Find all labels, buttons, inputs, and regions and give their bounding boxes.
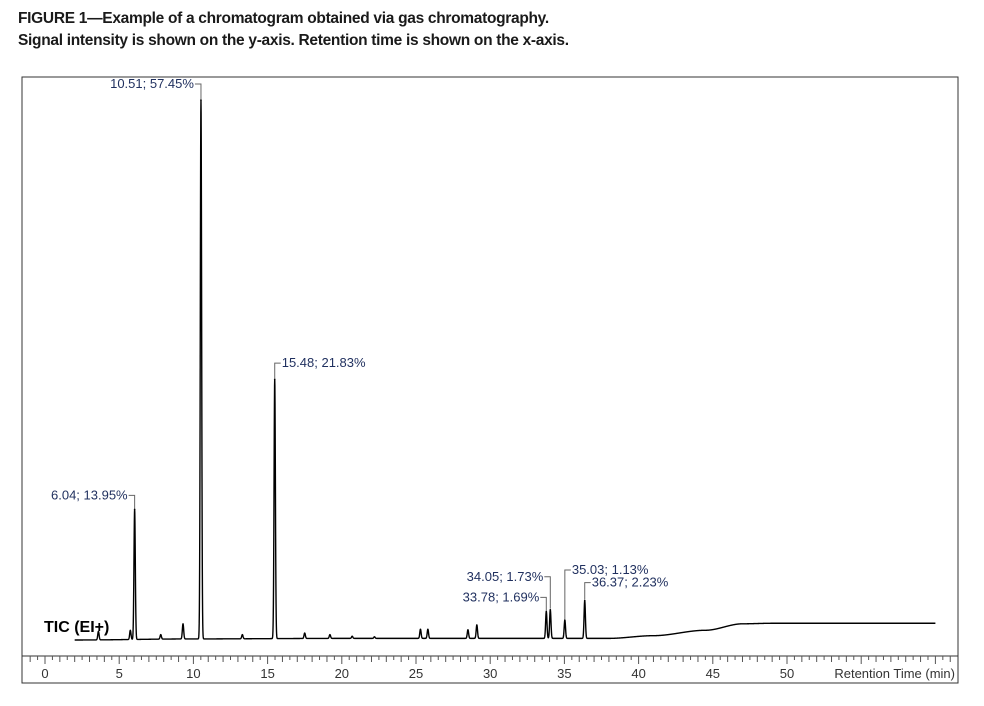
figure-subtitle: Signal intensity is shown on the y-axis.… <box>18 32 569 49</box>
peak-apex <box>200 99 202 101</box>
x-tick-label: 15 <box>260 666 274 681</box>
peak-label: 35.03; 1.13% <box>572 562 649 577</box>
x-axis-ticks <box>29 656 951 664</box>
figure-title: FIGURE 1—Example of a chromatogram obtai… <box>18 10 549 27</box>
peak-label: 15.48; 21.83% <box>282 355 366 370</box>
x-tick-label: 20 <box>335 666 349 681</box>
peak-leader <box>194 83 202 99</box>
figure-caption: FIGURE 1—Example of a chromatogram obtai… <box>18 8 968 52</box>
x-tick-label: 25 <box>409 666 423 681</box>
peak-label: 33.78; 1.69% <box>463 589 540 604</box>
x-tick-label: 50 <box>780 666 794 681</box>
trace-label: TIC (EI+) <box>44 619 109 636</box>
peak-label: 6.04; 13.95% <box>51 487 128 502</box>
x-tick-label: 10 <box>186 666 200 681</box>
x-tick-label: 45 <box>706 666 720 681</box>
peak-markers <box>133 99 586 621</box>
x-tick-label: 5 <box>116 666 123 681</box>
peak-apex <box>583 599 586 602</box>
peak-apex <box>273 378 276 380</box>
x-tick-label: 35 <box>557 666 571 681</box>
peak-labels: 6.04; 13.95% 10.51; 57.45% 15.48; 21.83% 33… <box>51 76 669 620</box>
tic-trace-line <box>74 99 936 641</box>
peak-leader <box>274 362 281 379</box>
x-tick-label: 0 <box>41 666 48 681</box>
peak-leader <box>564 569 571 620</box>
peak-apex <box>545 610 548 613</box>
peak-leader <box>544 576 551 609</box>
peak-label: 10.51; 57.45% <box>110 76 194 91</box>
peak-apex <box>133 508 136 511</box>
x-axis-tick-labels: 0 5 10 15 20 25 30 35 40 45 50 <box>41 666 794 681</box>
x-tick-label: 30 <box>483 666 497 681</box>
plot-frame <box>21 76 959 684</box>
x-axis-title: Retention Time (min) <box>834 666 955 681</box>
x-tick-label: 40 <box>631 666 645 681</box>
peak-apex <box>549 608 552 611</box>
peak-leader <box>540 596 547 611</box>
peak-apex <box>564 619 566 621</box>
peak-label: 34.05; 1.73% <box>467 569 544 584</box>
peak-label: 36.37; 2.23% <box>592 575 669 590</box>
peak-leader <box>584 582 591 600</box>
peak-leader <box>128 494 136 509</box>
